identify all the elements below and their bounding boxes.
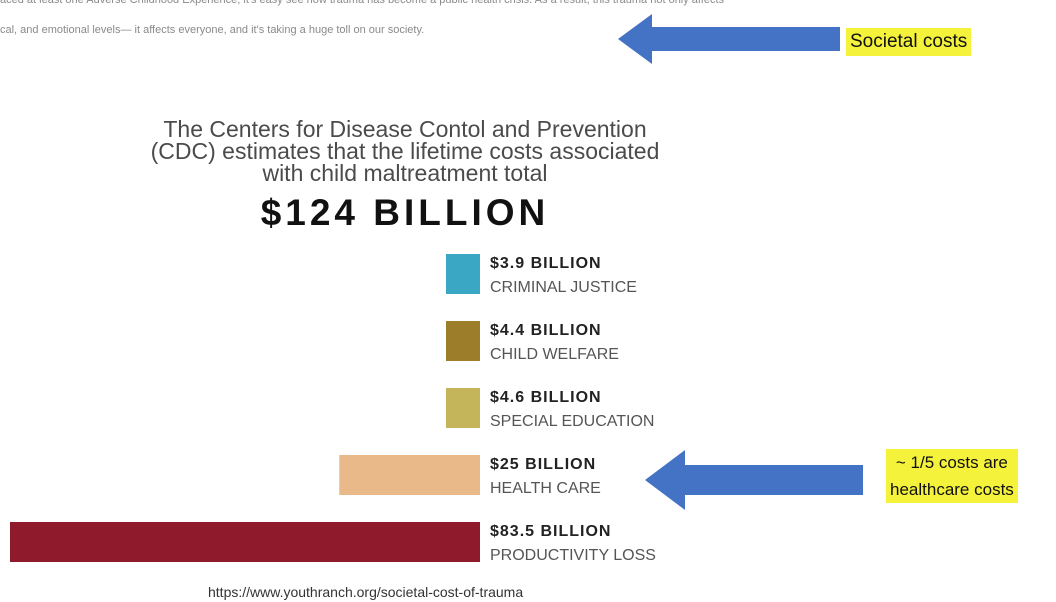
bar-child-welfare bbox=[446, 321, 480, 361]
category-label: SPECIAL EDUCATION bbox=[490, 413, 654, 430]
value-label: $3.9 BILLION bbox=[490, 255, 602, 272]
bar-health-care bbox=[339, 455, 480, 495]
value-label: $83.5 BILLION bbox=[490, 523, 611, 540]
healthcare-share-highlight: ~ 1/5 costs are healthcare costs bbox=[886, 449, 1018, 503]
cost-bar-chart: $3.9 BILLION CRIMINAL JUSTICE $4.4 BILLION… bbox=[10, 254, 656, 564]
bar-criminal-justice bbox=[446, 254, 480, 294]
value-label: $4.4 BILLION bbox=[490, 322, 602, 339]
category-label: CRIMINAL JUSTICE bbox=[490, 279, 637, 296]
bar-productivity-loss bbox=[10, 522, 480, 562]
healthcare-note-line-2: healthcare costs bbox=[890, 480, 1014, 499]
arrow-left-icon bbox=[645, 450, 863, 510]
healthcare-note-line-1: ~ 1/5 costs are bbox=[895, 453, 1008, 472]
total-cost: $124 BILLION bbox=[260, 192, 550, 233]
societal-costs-highlight: Societal costs bbox=[846, 28, 972, 56]
category-label: HEALTH CARE bbox=[490, 480, 601, 497]
bar-special-education bbox=[446, 388, 480, 428]
headline-line-3: with child maltreatment total bbox=[262, 160, 548, 186]
category-label: PRODUCTIVITY LOSS bbox=[490, 547, 656, 564]
headline-line-2: (CDC) estimates that the lifetime costs … bbox=[150, 138, 660, 164]
headline-line-1: The Centers for Disease Contol and Preve… bbox=[163, 116, 647, 142]
intro-line-2: cal, and emotional levels— it affects ev… bbox=[0, 24, 425, 36]
category-label: CHILD WELFARE bbox=[490, 346, 619, 363]
intro-line-1: aced at least one Adverse Childhood Expe… bbox=[0, 0, 725, 6]
source-url: https://www.youthranch.org/societal-cost… bbox=[208, 584, 524, 600]
headline: The Centers for Disease Contol and Preve… bbox=[60, 116, 750, 233]
arrow-left-icon bbox=[618, 14, 840, 64]
value-label: $25 BILLION bbox=[490, 456, 596, 473]
value-label: $4.6 BILLION bbox=[490, 389, 602, 406]
